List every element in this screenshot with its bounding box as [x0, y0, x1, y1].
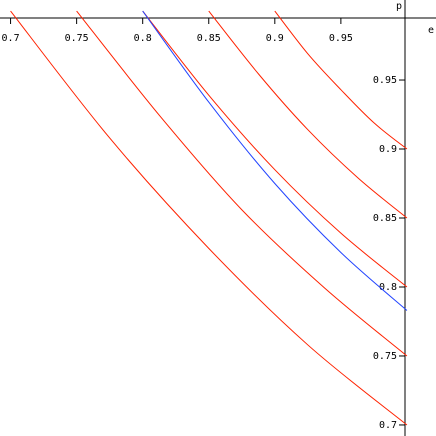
curve: [142, 10, 408, 311]
x-tick-label: 0.85: [197, 33, 221, 44]
x-tick-label: 0.95: [329, 33, 353, 44]
curve: [208, 10, 408, 219]
x-tick-label: 0.75: [65, 33, 89, 44]
curve: [142, 10, 408, 288]
x-tick-label: 0.7: [2, 33, 20, 44]
y-tick-label: 0.75: [373, 351, 397, 362]
x-tick-label: 0.9: [266, 33, 284, 44]
y-tick-label: 0.9: [379, 144, 397, 155]
x-axis-label: e: [428, 25, 434, 36]
y-tick-label: 0.85: [373, 213, 397, 224]
y-tick-label: 0.95: [373, 75, 397, 86]
y-tick-label: 0.7: [379, 420, 397, 431]
x-tick-label: 0.8: [134, 33, 152, 44]
y-tick-label: 0.8: [379, 282, 397, 293]
curve: [274, 10, 408, 150]
curve: [10, 10, 408, 426]
curve: [76, 10, 408, 357]
y-axis-label: p: [396, 1, 402, 12]
